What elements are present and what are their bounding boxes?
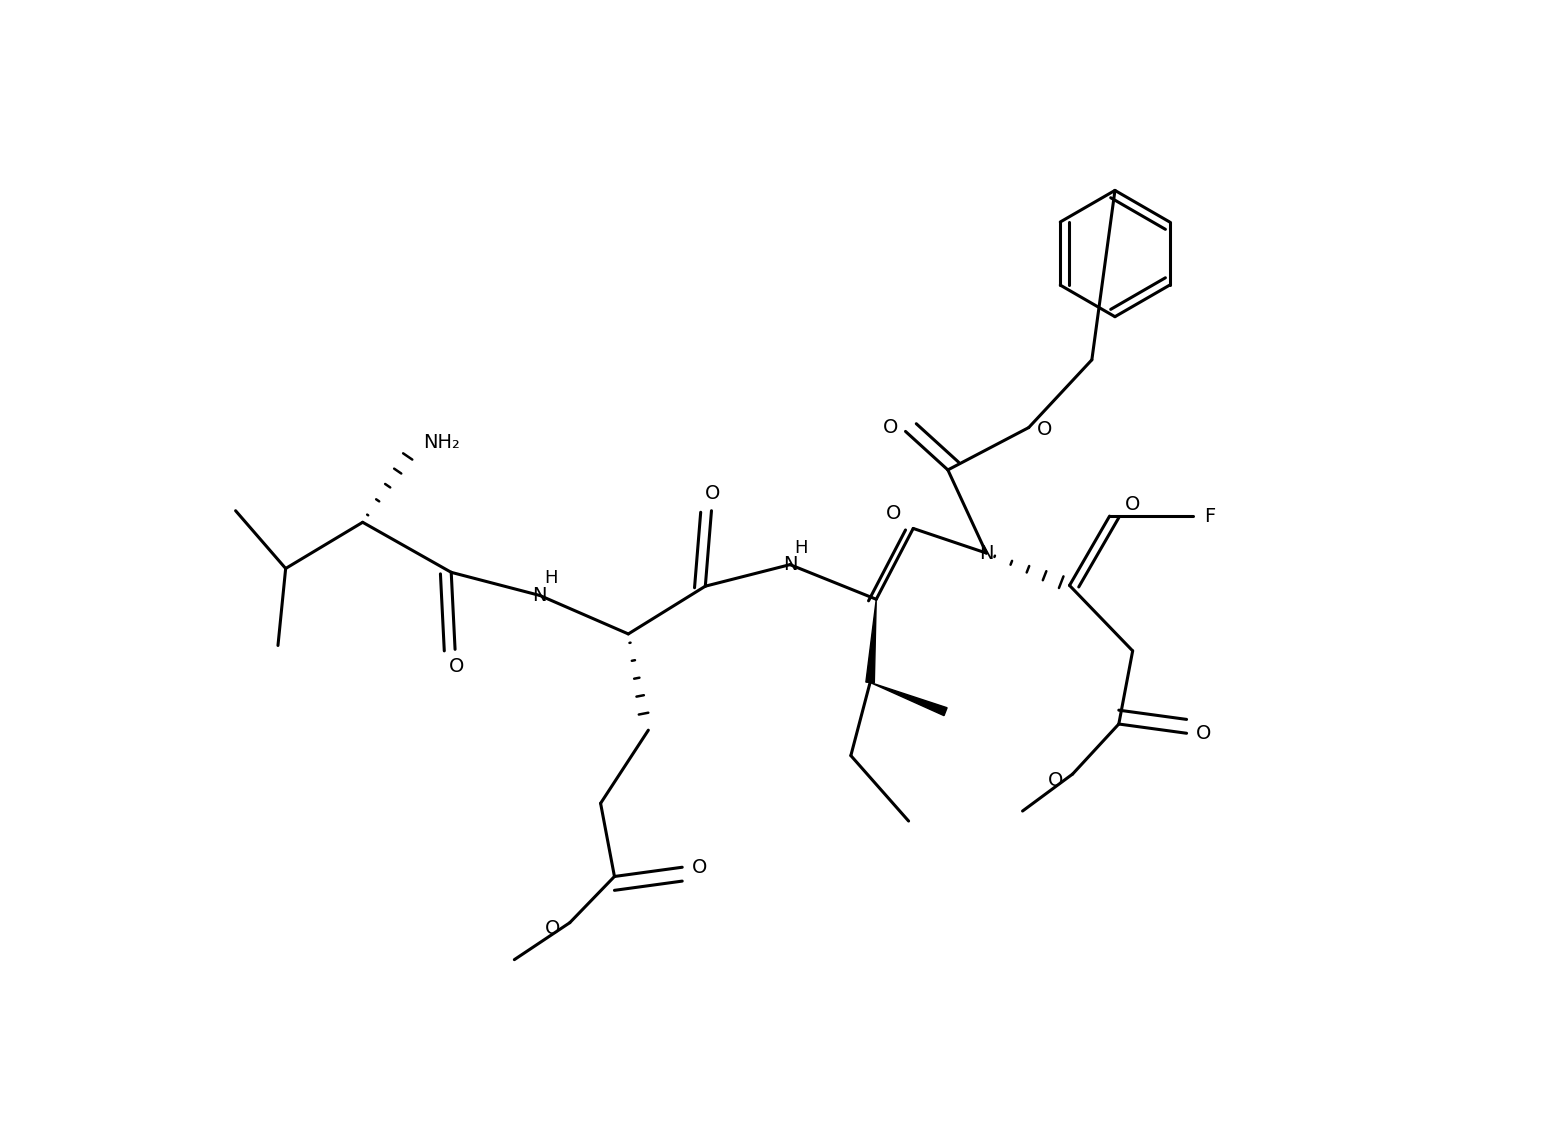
Text: F: F bbox=[1204, 507, 1215, 525]
Text: N: N bbox=[782, 555, 798, 574]
Text: O: O bbox=[886, 503, 901, 523]
Text: O: O bbox=[448, 657, 464, 676]
Polygon shape bbox=[866, 599, 877, 683]
Text: O: O bbox=[546, 920, 561, 938]
Text: H: H bbox=[795, 539, 807, 557]
Text: O: O bbox=[691, 858, 707, 876]
Text: O: O bbox=[1048, 771, 1064, 789]
Text: H: H bbox=[544, 570, 557, 588]
Polygon shape bbox=[870, 683, 948, 716]
Text: NH₂: NH₂ bbox=[424, 434, 461, 453]
Text: N: N bbox=[532, 586, 547, 605]
Text: O: O bbox=[1125, 495, 1141, 514]
Text: N: N bbox=[979, 543, 994, 563]
Text: O: O bbox=[1036, 420, 1051, 438]
Text: O: O bbox=[1195, 724, 1211, 742]
Text: O: O bbox=[883, 418, 898, 437]
Text: O: O bbox=[705, 484, 720, 503]
